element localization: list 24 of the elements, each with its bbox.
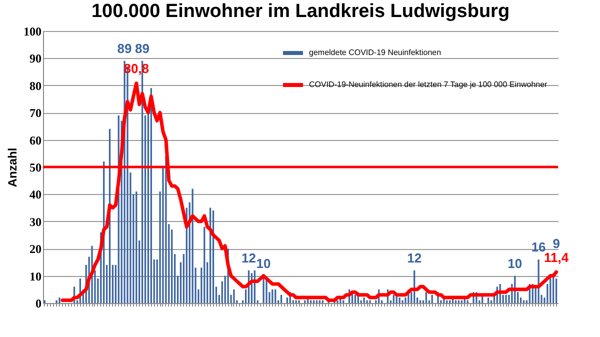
y-tick-label: 60 <box>30 133 42 148</box>
chart-title: 100.000 Einwohner im Landkreis Ludwigsburg <box>91 1 510 22</box>
y-tick-label: 90 <box>30 52 42 66</box>
data-label: 10 <box>508 256 522 271</box>
y-tick-label: 80 <box>30 78 42 93</box>
y-tick-label: 70 <box>30 106 42 120</box>
data-label: 89 <box>117 40 132 56</box>
y-tick-label: 30 <box>30 214 42 229</box>
y-tick-label: 10 <box>30 269 42 284</box>
legend-label: COVID-19-Neuinfektionen der letzten 7 Tage je 100 000 Einwohner <box>309 80 548 89</box>
y-axis-title: Anzahl <box>6 148 20 188</box>
y-tick-label: 20 <box>30 242 42 256</box>
y-tick-label: 50 <box>30 160 42 174</box>
data-label: 10 <box>256 256 271 271</box>
data-label: 16 <box>531 239 546 254</box>
data-label: 11,4 <box>544 250 570 265</box>
legend-label: gemeldete COVID-19 Neuinfektionen <box>309 48 442 57</box>
data-label: 12 <box>407 250 422 266</box>
y-tick-label: 40 <box>30 188 42 202</box>
y-tick-label: 100 <box>24 24 42 38</box>
data-label: 9 <box>552 236 560 251</box>
y-tick-label: 0 <box>36 296 42 310</box>
data-label: 89 <box>135 40 150 56</box>
data-label: 12 <box>242 250 256 266</box>
